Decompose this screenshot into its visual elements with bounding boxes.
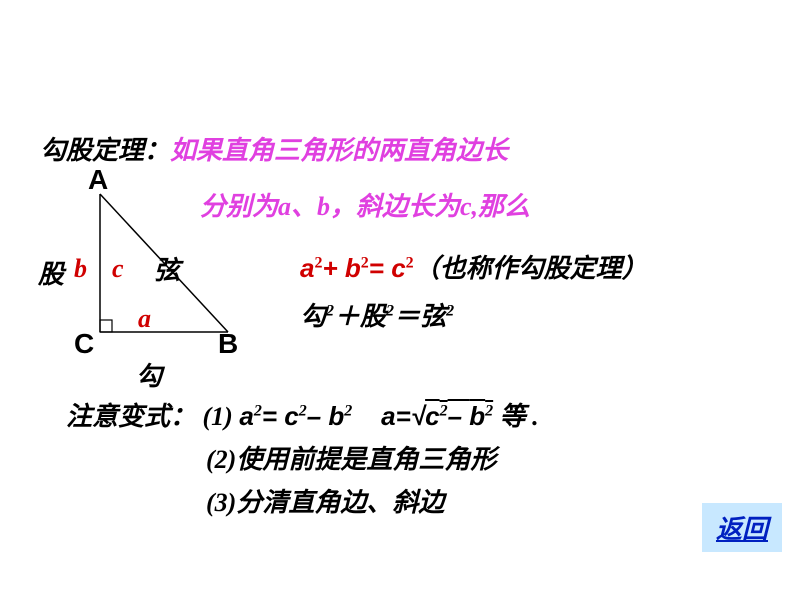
side-a-label: a [138,304,151,334]
slide-container: 勾股定理：如果直角三角形的两直角边长 A B C b c a 股 弦 勾 分别为… [0,0,800,207]
return-button[interactable]: 返回 [702,503,782,552]
pythagoras-formula: a2+ b2= c2（也称作勾股定理） [300,248,648,285]
side-c-label: c [112,254,124,284]
chinese-formula: 勾2＋股2＝弦2 [300,296,454,333]
vertex-b-label: B [218,328,238,360]
note-3: (3)分清直角边、斜边 [206,482,539,519]
note-2: (2)使用前提是直角三角形 [206,439,539,476]
note-1: (1) a2= c2– b2 a=√c2– b2 等 . [203,402,539,431]
return-label: 返回 [716,515,768,544]
theorem-title-line2: 分别为a、b，斜边长为c,那么 [200,186,530,223]
formula-note: （也称作勾股定理） [414,254,648,283]
gu-label: 股 [38,254,64,291]
gou-label: 勾 [136,356,162,393]
theorem-title-line1: 勾股定理：如果直角三角形的两直角边长 [40,130,760,167]
vertex-a-label: A [88,164,108,196]
vertex-c-label: C [74,328,94,360]
side-b-label: b [74,254,87,284]
notes-label: 注意变式： [66,402,196,431]
title-body1: 如果直角三角形的两直角边长 [170,136,508,165]
notes-block: 注意变式： (1) a2= c2– b2 a=√c2– b2 等 . (2)使用… [66,396,539,519]
title-prefix: 勾股定理： [40,136,170,165]
xian-label: 弦 [154,250,180,287]
